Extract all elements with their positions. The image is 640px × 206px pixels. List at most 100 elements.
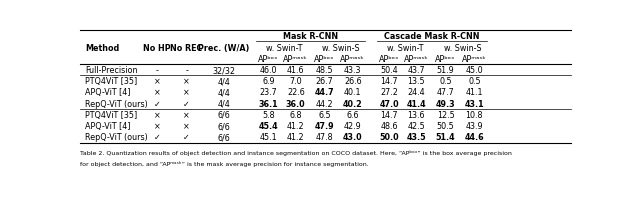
Text: APᵐᵃˢᵏ: APᵐᵃˢᵏ bbox=[404, 55, 429, 63]
Text: 50.5: 50.5 bbox=[436, 122, 454, 131]
Text: No REC: No REC bbox=[170, 43, 203, 52]
Text: ✓: ✓ bbox=[154, 99, 160, 108]
Text: APᵐᵃˢᵏ: APᵐᵃˢᵏ bbox=[284, 55, 308, 63]
Text: 14.7: 14.7 bbox=[380, 110, 398, 119]
Text: 6/6: 6/6 bbox=[218, 110, 230, 119]
Text: w. Swin-T: w. Swin-T bbox=[387, 43, 424, 52]
Text: -: - bbox=[185, 66, 188, 75]
Text: 49.3: 49.3 bbox=[436, 99, 456, 108]
Text: 36.1: 36.1 bbox=[259, 99, 278, 108]
Text: 0.5: 0.5 bbox=[468, 77, 481, 86]
Text: PTQ4ViT [35]: PTQ4ViT [35] bbox=[85, 110, 137, 119]
Text: 43.1: 43.1 bbox=[465, 99, 484, 108]
Text: Prec. (W/A): Prec. (W/A) bbox=[198, 43, 250, 52]
Text: 22.6: 22.6 bbox=[287, 88, 305, 97]
Text: 46.0: 46.0 bbox=[260, 66, 277, 75]
Text: No HP: No HP bbox=[143, 43, 171, 52]
Text: 40.2: 40.2 bbox=[343, 99, 363, 108]
Text: ×: × bbox=[154, 110, 160, 119]
Text: APᵇᵒˣ: APᵇᵒˣ bbox=[435, 55, 456, 63]
Text: 26.7: 26.7 bbox=[316, 77, 333, 86]
Text: 13.5: 13.5 bbox=[408, 77, 425, 86]
Text: APᵇᵒˣ: APᵇᵒˣ bbox=[314, 55, 335, 63]
Text: for object detection, and “APᵐᵃˢᵏ” is the mask average precision for instance se: for object detection, and “APᵐᵃˢᵏ” is th… bbox=[80, 160, 369, 166]
Text: 43.3: 43.3 bbox=[344, 66, 362, 75]
Text: 6.8: 6.8 bbox=[289, 110, 302, 119]
Text: 24.4: 24.4 bbox=[408, 88, 425, 97]
Text: 6.6: 6.6 bbox=[346, 110, 359, 119]
Text: 45.1: 45.1 bbox=[260, 133, 277, 142]
Text: APQ-ViT [4]: APQ-ViT [4] bbox=[85, 88, 131, 97]
Text: 43.9: 43.9 bbox=[465, 122, 483, 131]
Text: 41.4: 41.4 bbox=[406, 99, 426, 108]
Text: ×: × bbox=[154, 77, 160, 86]
Text: 43.0: 43.0 bbox=[343, 133, 363, 142]
Text: APᵇᵒˣ: APᵇᵒˣ bbox=[379, 55, 399, 63]
Text: 0.5: 0.5 bbox=[439, 77, 452, 86]
Text: 41.6: 41.6 bbox=[287, 66, 305, 75]
Text: Method: Method bbox=[85, 43, 119, 52]
Text: 6/6: 6/6 bbox=[218, 122, 230, 131]
Text: RepQ-ViT (ours): RepQ-ViT (ours) bbox=[85, 133, 148, 142]
Text: APᵐᵃˢᵏ: APᵐᵃˢᵏ bbox=[340, 55, 365, 63]
Text: Full-Precision: Full-Precision bbox=[85, 66, 138, 75]
Text: ×: × bbox=[183, 110, 190, 119]
Text: 45.4: 45.4 bbox=[259, 122, 278, 131]
Text: Mask R-CNN: Mask R-CNN bbox=[283, 32, 338, 41]
Text: 6.5: 6.5 bbox=[318, 110, 331, 119]
Text: 23.7: 23.7 bbox=[260, 88, 277, 97]
Text: APᵇᵒˣ: APᵇᵒˣ bbox=[258, 55, 279, 63]
Text: 44.2: 44.2 bbox=[316, 99, 333, 108]
Text: 10.8: 10.8 bbox=[465, 110, 483, 119]
Text: 7.0: 7.0 bbox=[289, 77, 302, 86]
Text: 4/4: 4/4 bbox=[218, 88, 230, 97]
Text: w. Swin-S: w. Swin-S bbox=[444, 43, 481, 52]
Text: 26.6: 26.6 bbox=[344, 77, 362, 86]
Text: ✓: ✓ bbox=[154, 133, 160, 142]
Text: 42.9: 42.9 bbox=[344, 122, 362, 131]
Text: 50.4: 50.4 bbox=[380, 66, 398, 75]
Text: w. Swin-T: w. Swin-T bbox=[266, 43, 303, 52]
Text: w. Swin-S: w. Swin-S bbox=[323, 43, 360, 52]
Text: 43.5: 43.5 bbox=[406, 133, 426, 142]
Text: Cascade Mask R-CNN: Cascade Mask R-CNN bbox=[384, 32, 479, 41]
Text: 4/4: 4/4 bbox=[218, 99, 230, 108]
Text: 44.7: 44.7 bbox=[315, 88, 334, 97]
Text: PTQ4ViT [35]: PTQ4ViT [35] bbox=[85, 77, 137, 86]
Text: 14.7: 14.7 bbox=[380, 77, 398, 86]
Text: 13.6: 13.6 bbox=[408, 110, 425, 119]
Text: 6.9: 6.9 bbox=[262, 77, 275, 86]
Text: ✓: ✓ bbox=[183, 99, 190, 108]
Text: 32/32: 32/32 bbox=[212, 66, 236, 75]
Text: -: - bbox=[156, 66, 158, 75]
Text: 6/6: 6/6 bbox=[218, 133, 230, 142]
Text: 36.0: 36.0 bbox=[286, 99, 305, 108]
Text: APᵐᵃˢᵏ: APᵐᵃˢᵏ bbox=[462, 55, 487, 63]
Text: ✓: ✓ bbox=[183, 133, 190, 142]
Text: ×: × bbox=[183, 77, 190, 86]
Text: 41.2: 41.2 bbox=[287, 122, 305, 131]
Text: 40.1: 40.1 bbox=[344, 88, 362, 97]
Text: 41.1: 41.1 bbox=[465, 88, 483, 97]
Text: 48.6: 48.6 bbox=[380, 122, 397, 131]
Text: 47.8: 47.8 bbox=[316, 133, 333, 142]
Text: 47.9: 47.9 bbox=[315, 122, 334, 131]
Text: 44.6: 44.6 bbox=[465, 133, 484, 142]
Text: 41.2: 41.2 bbox=[287, 133, 305, 142]
Text: Table 2. Quantization results of object detection and instance segmentation on C: Table 2. Quantization results of object … bbox=[80, 149, 512, 155]
Text: 51.9: 51.9 bbox=[436, 66, 454, 75]
Text: 43.7: 43.7 bbox=[408, 66, 425, 75]
Text: APQ-ViT [4]: APQ-ViT [4] bbox=[85, 122, 131, 131]
Text: RepQ-ViT (ours): RepQ-ViT (ours) bbox=[85, 99, 148, 108]
Text: 42.5: 42.5 bbox=[408, 122, 425, 131]
Text: 50.0: 50.0 bbox=[379, 133, 399, 142]
Text: 45.0: 45.0 bbox=[465, 66, 483, 75]
Text: 51.4: 51.4 bbox=[436, 133, 456, 142]
Text: 48.5: 48.5 bbox=[316, 66, 333, 75]
Text: 12.5: 12.5 bbox=[436, 110, 454, 119]
Text: 4/4: 4/4 bbox=[218, 77, 230, 86]
Text: 47.7: 47.7 bbox=[436, 88, 454, 97]
Text: 27.2: 27.2 bbox=[380, 88, 398, 97]
Text: 5.8: 5.8 bbox=[262, 110, 275, 119]
Text: 47.0: 47.0 bbox=[379, 99, 399, 108]
